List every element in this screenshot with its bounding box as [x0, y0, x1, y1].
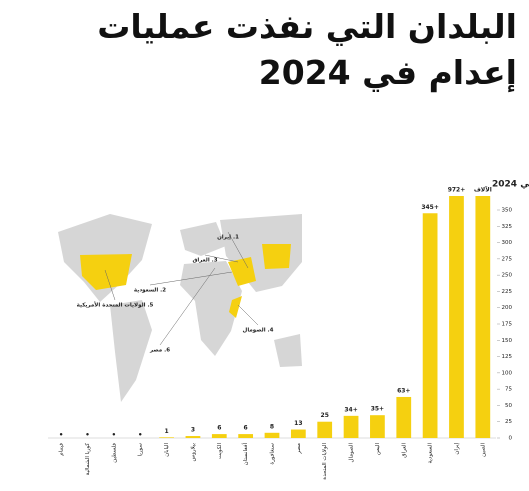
- value-label: 13: [294, 420, 302, 427]
- annotation-leader: [227, 231, 249, 269]
- chart-title: البلدان التي نفذت عمليات إعدام في 2024: [492, 180, 529, 190]
- value-label: الآلاف: [474, 186, 492, 194]
- x-tick-label: اليابان: [164, 443, 170, 457]
- x-tick-label: كوريا الشمالية: [84, 443, 91, 476]
- value-label: 6: [244, 425, 248, 432]
- map-south-america: [110, 300, 152, 402]
- y-tick-label: 275: [502, 256, 513, 262]
- y-tick-label: 325: [502, 224, 513, 230]
- bars: [159, 196, 491, 439]
- bar: [185, 436, 201, 438]
- x-tick-label: العراق: [401, 443, 407, 458]
- page-title: البلدان التي نفذت عمليات إعدام في 2024: [97, 7, 517, 92]
- y-tick-label: 50: [505, 403, 512, 409]
- y-tick-label: 75: [505, 387, 512, 393]
- annotation: 2. السعودية: [134, 288, 166, 294]
- y-tick-label: 100: [502, 370, 513, 376]
- x-tick-label: إيران: [454, 443, 460, 455]
- map-australia: [274, 334, 302, 367]
- map-europe: [180, 222, 226, 256]
- bar: [396, 396, 412, 438]
- annotation: 5. الولايات المتحدة الأمريكية: [77, 301, 154, 309]
- annotation-leader: [204, 254, 239, 263]
- bar: [238, 434, 254, 438]
- bar: [422, 213, 438, 438]
- value-label: 63+: [397, 387, 410, 394]
- annotation-leader: [237, 304, 259, 326]
- y-tick-label: 125: [502, 354, 513, 360]
- value-label: 3: [191, 427, 195, 434]
- x-tick-label: بيلاروس: [190, 443, 196, 462]
- x-tick-label: فيتنام: [59, 443, 65, 456]
- bar: [290, 429, 306, 438]
- x-tick-label: سوريا: [138, 443, 144, 457]
- annotation: 1. إيران: [217, 235, 239, 241]
- value-label: 1: [164, 428, 168, 435]
- map-usa: [80, 254, 132, 290]
- x-tick-label: الصين: [480, 443, 486, 457]
- x-tick-label: أفغانستان: [241, 443, 249, 466]
- value-label: 972+: [448, 187, 466, 194]
- value-label: 8: [270, 423, 274, 430]
- annotation-leader: [149, 271, 233, 286]
- annotation: 3. العراق: [192, 258, 217, 264]
- y-tick-label: 300: [502, 240, 513, 246]
- bar: [264, 432, 280, 438]
- value-label: 34+: [344, 406, 357, 413]
- value-label: •: [112, 431, 116, 439]
- annotation: 4. الصومال: [243, 328, 274, 334]
- value-label: 345+: [421, 204, 439, 211]
- bar: [370, 415, 385, 438]
- value-label: 25: [321, 412, 329, 419]
- x-tick-label: السعودية: [428, 443, 434, 464]
- y-tick-label: 350: [502, 208, 513, 214]
- world-map: [58, 214, 302, 402]
- value-label: •: [138, 431, 142, 439]
- value-label: •: [59, 431, 63, 439]
- x-tick-label: فلسطين: [111, 443, 117, 463]
- y-tick-label: 250: [502, 273, 513, 279]
- y-tick-label: 25: [505, 419, 512, 425]
- bar: [449, 196, 464, 439]
- bar: [343, 415, 359, 438]
- x-tick-label: سنغافورة: [270, 443, 276, 465]
- annotation-leader: [104, 269, 116, 301]
- x-tick-label: الكويت: [216, 443, 223, 459]
- value-label: 35+: [371, 406, 384, 413]
- map-china: [262, 244, 291, 269]
- x-tick-label: الولايات المتحدة: [322, 443, 328, 480]
- bar: [159, 437, 174, 438]
- bar: [211, 434, 227, 438]
- map-africa: [180, 261, 242, 356]
- map-middle-east: [228, 257, 256, 286]
- map-somalia: [229, 296, 242, 318]
- bar: [475, 196, 491, 439]
- value-label: •: [85, 431, 89, 439]
- x-tick-label: مصر: [296, 443, 302, 455]
- y-tick-label: 0: [509, 436, 513, 442]
- x-tick-label: الصومال: [349, 443, 355, 463]
- value-label: 6: [217, 425, 221, 432]
- y-tick-label: 150: [502, 338, 513, 344]
- bar: [317, 421, 333, 438]
- y-tick-label: 225: [502, 289, 513, 295]
- x-tick-label: اليمن: [375, 443, 381, 456]
- annotation-leader: [159, 267, 216, 346]
- y-tick-label: 200: [502, 305, 513, 311]
- y-tick-label: 175: [502, 322, 513, 328]
- annotation: 6. مصر: [149, 348, 170, 354]
